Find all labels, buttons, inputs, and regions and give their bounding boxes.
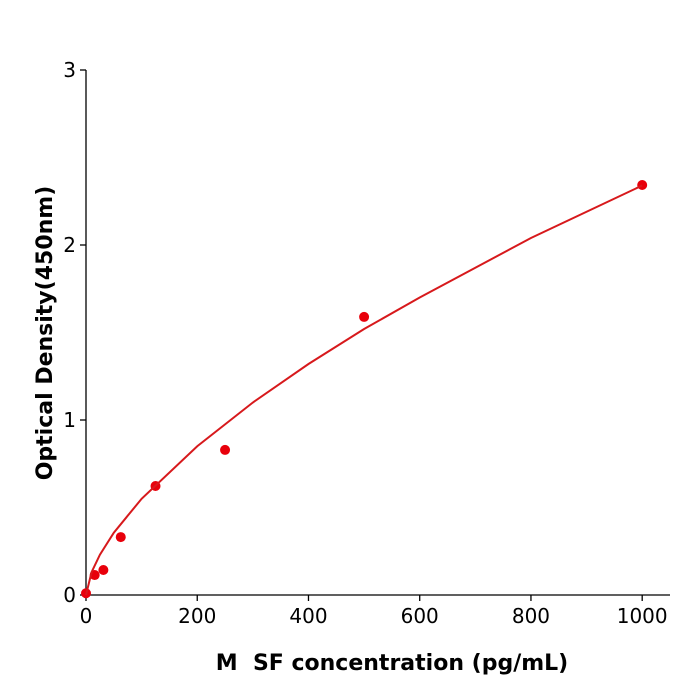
data-point <box>637 179 648 190</box>
data-point <box>115 532 126 543</box>
y-tick-label: 2 <box>63 233 76 257</box>
data-point <box>359 311 370 322</box>
x-axis-label: M SF concentration (pg/mL) <box>216 651 568 676</box>
x-tick-label: 600 <box>401 604 439 628</box>
x-tick-label: 1000 <box>617 604 668 628</box>
data-point <box>220 444 231 455</box>
x-tick-label: 0 <box>80 604 93 628</box>
x-tick-label: 800 <box>512 604 550 628</box>
y-tick-label: 3 <box>63 58 76 82</box>
x-tick-label: 400 <box>289 604 327 628</box>
data-point <box>98 564 109 575</box>
y-tick-label: 1 <box>63 408 76 432</box>
y-tick-label: 0 <box>63 583 76 607</box>
fit-curve <box>85 184 643 596</box>
y-axis-label: Optical Density(450nm) <box>33 186 58 481</box>
x-tick-label: 200 <box>178 604 216 628</box>
